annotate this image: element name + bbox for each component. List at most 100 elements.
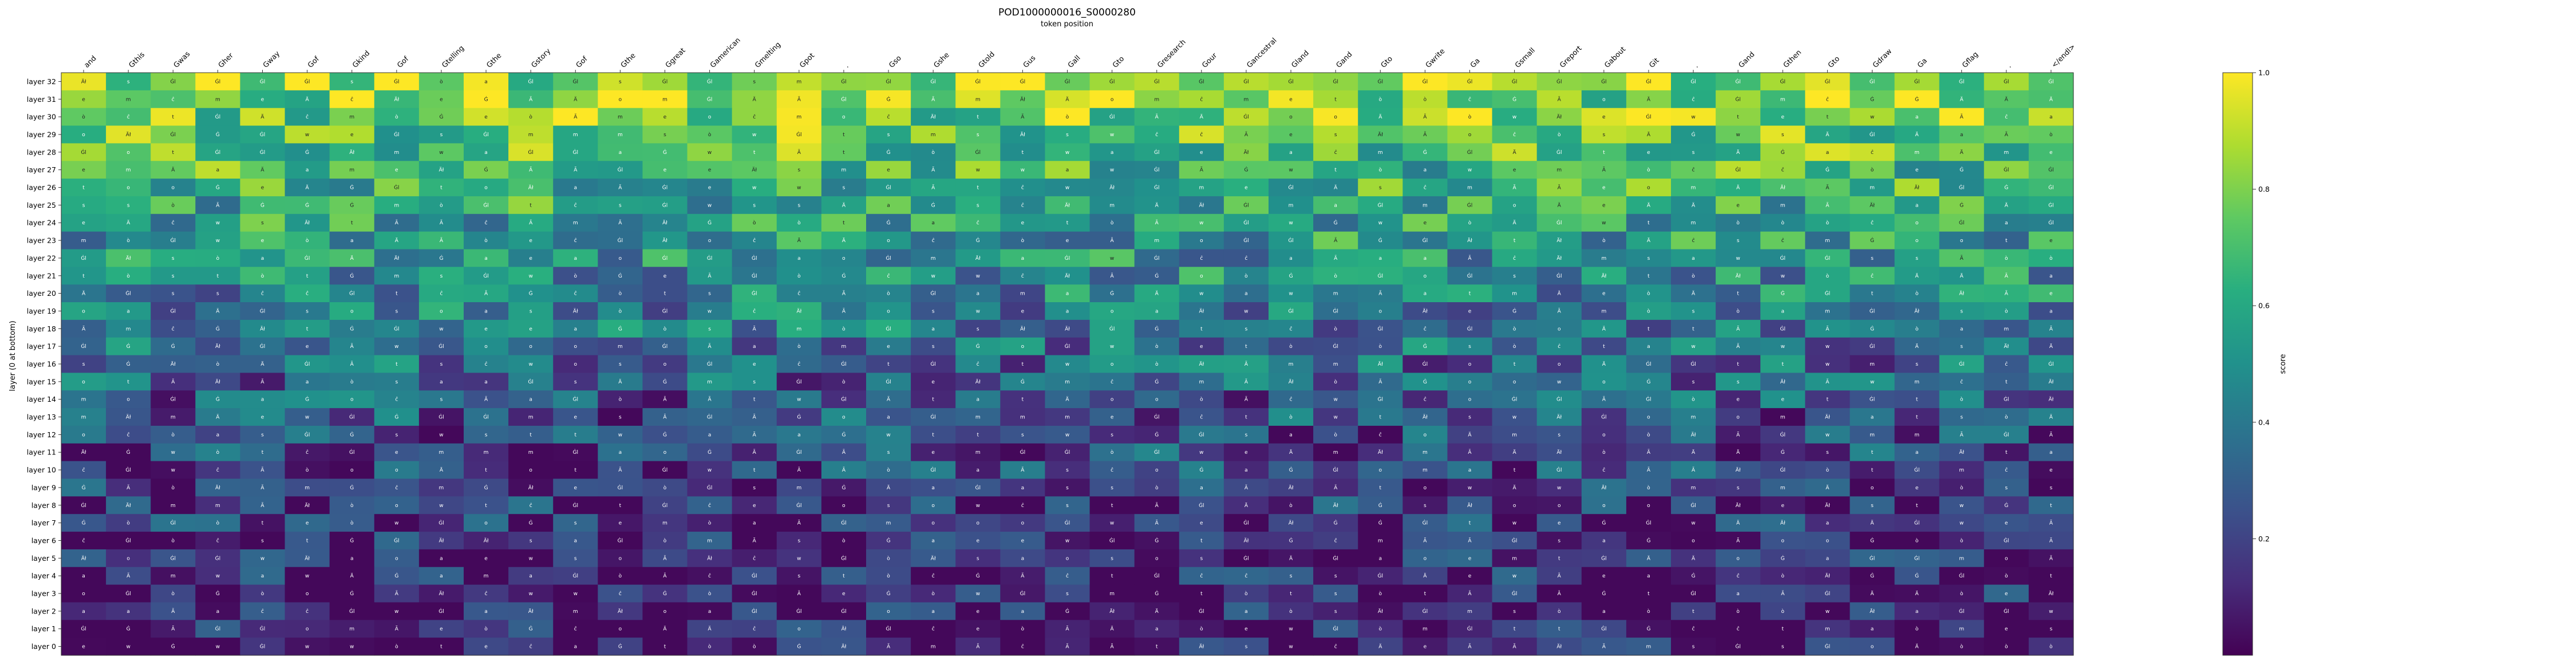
heatmap-cell: [329, 196, 375, 215]
heatmap-cell-text: Ã: [1960, 432, 1964, 438]
heatmap-cell-text: s: [1692, 379, 1695, 385]
heatmap-cell-text: ò: [1960, 591, 1963, 597]
heatmap-cell: [1313, 249, 1358, 267]
heatmap-cell-text: s: [395, 308, 398, 314]
heatmap-cell: [106, 249, 151, 267]
heatmap-cell-text: Ġ: [1334, 520, 1338, 527]
heatmap-cell-text: ò: [1379, 167, 1382, 173]
x-tick-label: Greport: [1558, 44, 1583, 70]
heatmap-cell: [732, 249, 777, 267]
heatmap-cell-text: Ġ: [887, 537, 891, 544]
heatmap-cell: [195, 73, 241, 91]
heatmap-cell-text: Ġ: [1423, 343, 1427, 350]
heatmap-cell: [195, 249, 241, 267]
heatmap-cell: [1626, 196, 1672, 215]
heatmap-cell-text: Ġ: [1110, 291, 1114, 297]
heatmap-cell-text: o: [1468, 379, 1472, 385]
heatmap-cell: [329, 213, 375, 232]
heatmap-cell-text: o: [82, 308, 85, 314]
heatmap-cell-text: Ä: [1692, 449, 1696, 456]
heatmap-cell-text: Ġl: [1556, 78, 1562, 85]
heatmap-cell-text: Äł: [1914, 185, 1919, 191]
heatmap-cell-text: Ġl: [171, 132, 176, 138]
heatmap-cell: [1447, 231, 1493, 250]
heatmap-cell-text: Äł: [81, 78, 86, 85]
heatmap-cell-text: ò: [484, 626, 488, 632]
heatmap-cell-text: ò: [127, 238, 130, 244]
heatmap-cell-text: o: [619, 556, 622, 561]
heatmap-cell: [1626, 179, 1672, 197]
heatmap-cell-text: s: [306, 308, 309, 314]
heatmap-cell-text: t: [1514, 468, 1516, 473]
heatmap-cell: [329, 143, 375, 161]
heatmap-cell-text: a: [1826, 150, 1830, 156]
heatmap-cell-text: e: [1021, 308, 1025, 314]
heatmap-cell: [1179, 267, 1224, 285]
heatmap-cell-text: Äł: [215, 343, 220, 350]
heatmap-cell-text: Äł: [1020, 132, 1025, 138]
heatmap-cell: [1447, 161, 1493, 179]
heatmap-cell-text: Äł: [305, 502, 310, 509]
heatmap-cell: [418, 161, 464, 179]
heatmap-cell-text: m: [1691, 185, 1696, 191]
heatmap-cell-text: ĉ: [1334, 644, 1337, 650]
heatmap-cell-text: t: [172, 150, 175, 156]
heatmap-cell: [374, 267, 420, 285]
heatmap-cell-text: m: [126, 326, 131, 332]
heatmap-cell-text: e: [1424, 644, 1427, 650]
heatmap-cell: [955, 108, 1001, 126]
heatmap-cell: [1984, 143, 2029, 161]
heatmap-cell-text: ĉ: [350, 96, 353, 102]
heatmap-cell-text: a: [216, 168, 220, 173]
heatmap-cell-text: t: [2005, 238, 2008, 244]
heatmap-cell-text: m: [126, 168, 131, 173]
heatmap-cell-text: Ġl: [841, 608, 846, 615]
heatmap-cell: [1716, 108, 1761, 126]
heatmap-cell: [1000, 249, 1046, 267]
heatmap-cell-text: e: [1602, 291, 1606, 297]
heatmap-cell-text: Ġl: [662, 343, 667, 350]
heatmap-cell-text: a: [797, 256, 801, 262]
heatmap-cell: [1716, 213, 1761, 232]
heatmap-cell-text: s: [1647, 256, 1650, 262]
heatmap-cell-text: Ġl: [1154, 185, 1159, 191]
heatmap-cell-text: o: [484, 344, 488, 350]
x-tick-label: .: [2005, 62, 2012, 69]
x-tick-label: Gto: [1111, 54, 1125, 69]
heatmap-cell-text: Ġl: [2048, 167, 2053, 173]
heatmap-cell-text: Ġ: [841, 432, 846, 438]
heatmap-cell-text: Ġl: [1601, 626, 1606, 632]
heatmap-cell-text: ò: [1558, 608, 1561, 615]
y-tick-label: layer 20: [27, 289, 56, 298]
heatmap-cell-text: Ġ: [1646, 537, 1650, 544]
heatmap-cell-text: Äł: [260, 326, 265, 332]
heatmap-cell-text: o: [1468, 362, 1472, 367]
heatmap-cell: [1626, 249, 1672, 267]
heatmap-cell-text: Ġl: [573, 449, 578, 456]
heatmap-cell-text: w: [976, 591, 980, 597]
heatmap-cell-text: Ä: [127, 220, 131, 226]
heatmap-cell-text: Ġl: [260, 308, 265, 314]
heatmap-cell-text: Ġl: [1154, 449, 1159, 456]
heatmap-cell: [61, 179, 106, 197]
heatmap-cell: [911, 73, 956, 91]
heatmap-cell: [329, 179, 375, 197]
x-tick-label: Ga: [1468, 56, 1481, 69]
heatmap-cell-text: ò: [1558, 132, 1561, 138]
heatmap-cell: [1358, 179, 1403, 197]
heatmap-cell-text: Ä: [1602, 361, 1606, 367]
heatmap-cell-text: a: [1871, 627, 1874, 632]
heatmap-cell: [821, 267, 867, 285]
heatmap-cell: [1134, 196, 1180, 215]
heatmap-cell-text: Ã: [797, 520, 801, 527]
heatmap-cell: [1671, 73, 1716, 91]
heatmap-cell-text: Ã: [842, 291, 846, 297]
heatmap-cell-text: Ä: [1200, 114, 1204, 120]
heatmap-cell-text: o: [842, 256, 846, 262]
heatmap-cell-text: Ä: [2049, 414, 2053, 421]
x-tick-label: Gof: [574, 54, 589, 69]
heatmap-cell-text: Ä: [1065, 96, 1069, 102]
heatmap-cell: [1313, 213, 1358, 232]
heatmap-cell-text: Äł: [1467, 238, 1472, 244]
